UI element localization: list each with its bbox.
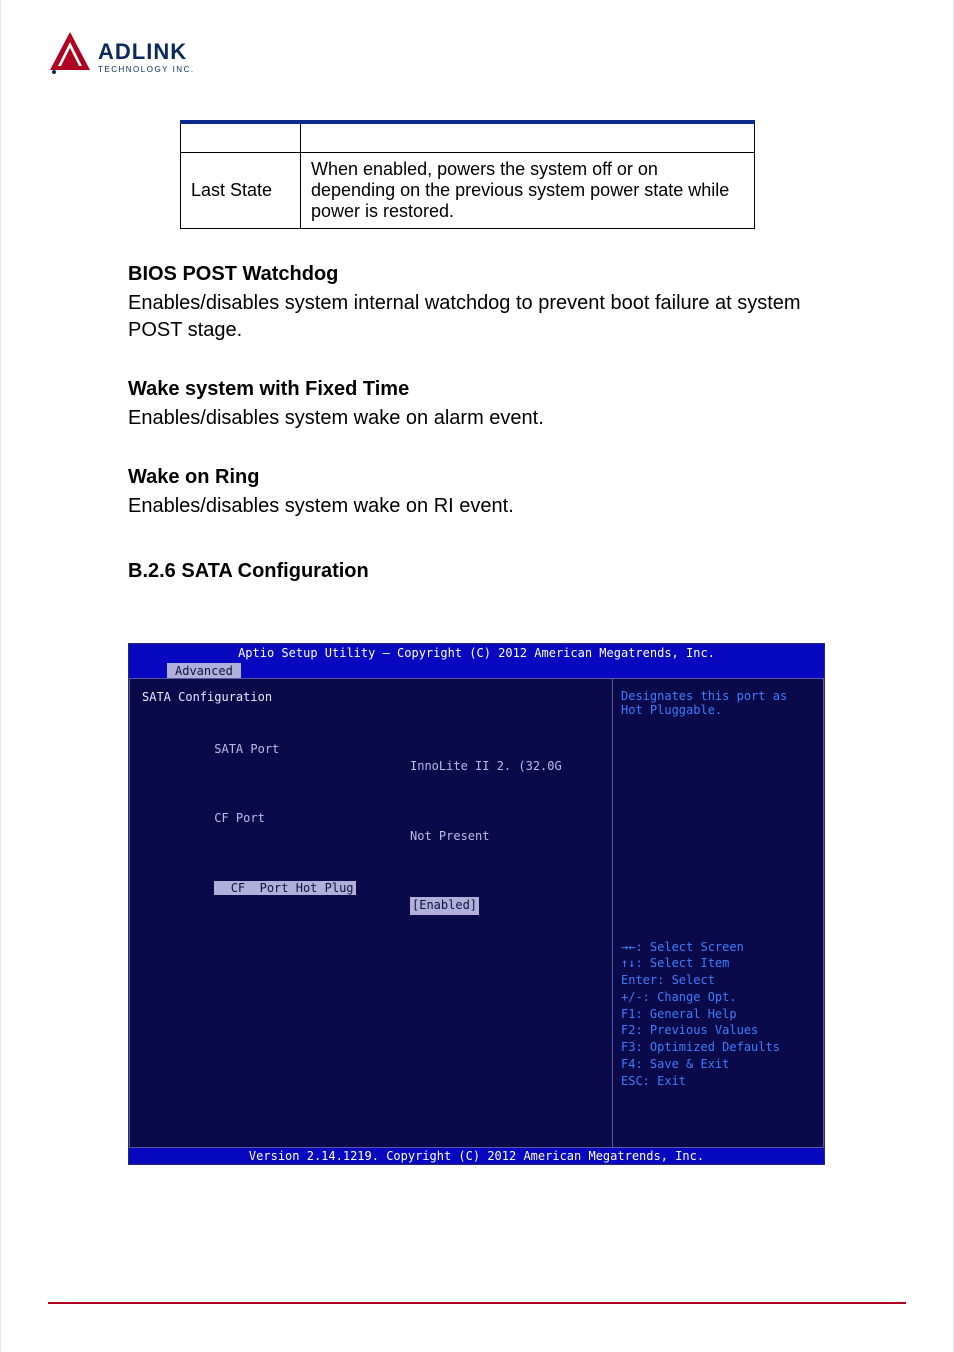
section-text: Enables/disables system wake on alarm ev… <box>128 405 826 432</box>
bios-key-line: +/-: Change Opt. <box>621 989 815 1006</box>
bios-key-line: F2: Previous Values <box>621 1022 815 1039</box>
bios-setting-value: [Enabled] <box>410 897 479 914</box>
bios-setting-row[interactable]: SATA Port InnoLite II 2. (32.0G <box>142 723 600 793</box>
logo-title: ADLINK <box>98 41 195 63</box>
bios-key-line: →←: Select Screen <box>621 939 815 956</box>
bios-setting-label: CF Port Hot Plug <box>214 881 355 895</box>
bios-key-line: F1: General Help <box>621 1006 815 1023</box>
footer-rule <box>48 1302 906 1304</box>
bios-key-line: F3: Optimized Defaults <box>621 1039 815 1056</box>
bios-help-panel: Designates this port as Hot Pluggable. →… <box>612 678 824 1148</box>
bios-setting-label: CF Port <box>214 811 265 825</box>
bios-help-text: Designates this port as Hot Pluggable. <box>621 689 815 717</box>
bios-setting-label: SATA Port <box>214 742 279 756</box>
table-row: Last State When enabled, powers the syst… <box>181 152 755 228</box>
table-row-desc: When enabled, powers the system off or o… <box>301 152 755 228</box>
bios-key-line: ESC: Exit <box>621 1073 815 1090</box>
bios-setting-row-selected[interactable]: CF Port Hot Plug [Enabled] <box>142 862 600 932</box>
logo-subtitle: TECHNOLOGY INC. <box>98 65 195 74</box>
bios-left-panel: SATA Configuration SATA Port InnoLite II… <box>129 678 612 1148</box>
bios-key-line: Enter: Select <box>621 972 815 989</box>
bios-screenshot: Aptio Setup Utility – Copyright (C) 2012… <box>128 643 825 1165</box>
bios-footer: Version 2.14.1219. Copyright (C) 2012 Am… <box>129 1148 824 1164</box>
section-text: Enables/disables system wake on RI event… <box>128 493 826 520</box>
bios-section-heading: SATA Configuration <box>142 689 600 706</box>
bios-setting-row[interactable]: CF Port Not Present <box>142 793 600 863</box>
bios-key-line: F4: Save & Exit <box>621 1056 815 1073</box>
bios-setting-value: Not Present <box>410 828 489 845</box>
section-heading: BIOS POST Watchdog <box>128 263 826 286</box>
bios-setting-value: InnoLite II 2. (32.0G <box>410 758 562 775</box>
bios-title: Aptio Setup Utility – Copyright (C) 2012… <box>129 646 824 660</box>
section-text: Enables/disables system internal watchdo… <box>128 290 826 344</box>
logo-mark-icon <box>48 30 92 74</box>
section-heading: Wake on Ring <box>128 466 826 489</box>
section-heading: Wake system with Fixed Time <box>128 378 826 401</box>
page-content: Last State When enabled, powers the syst… <box>128 120 826 1165</box>
bios-titlebar: Aptio Setup Utility – Copyright (C) 2012… <box>129 644 824 678</box>
section-heading: B.2.6 SATA Configuration <box>128 560 826 583</box>
definition-table: Last State When enabled, powers the syst… <box>180 120 755 229</box>
bios-key-line: ↑↓: Select Item <box>621 955 815 972</box>
bios-tab-advanced[interactable]: Advanced <box>167 663 241 679</box>
bios-key-hints: →←: Select Screen ↑↓: Select Item Enter:… <box>621 939 815 1090</box>
table-row-label: Last State <box>181 152 301 228</box>
company-logo: ADLINK TECHNOLOGY INC. <box>48 30 195 74</box>
